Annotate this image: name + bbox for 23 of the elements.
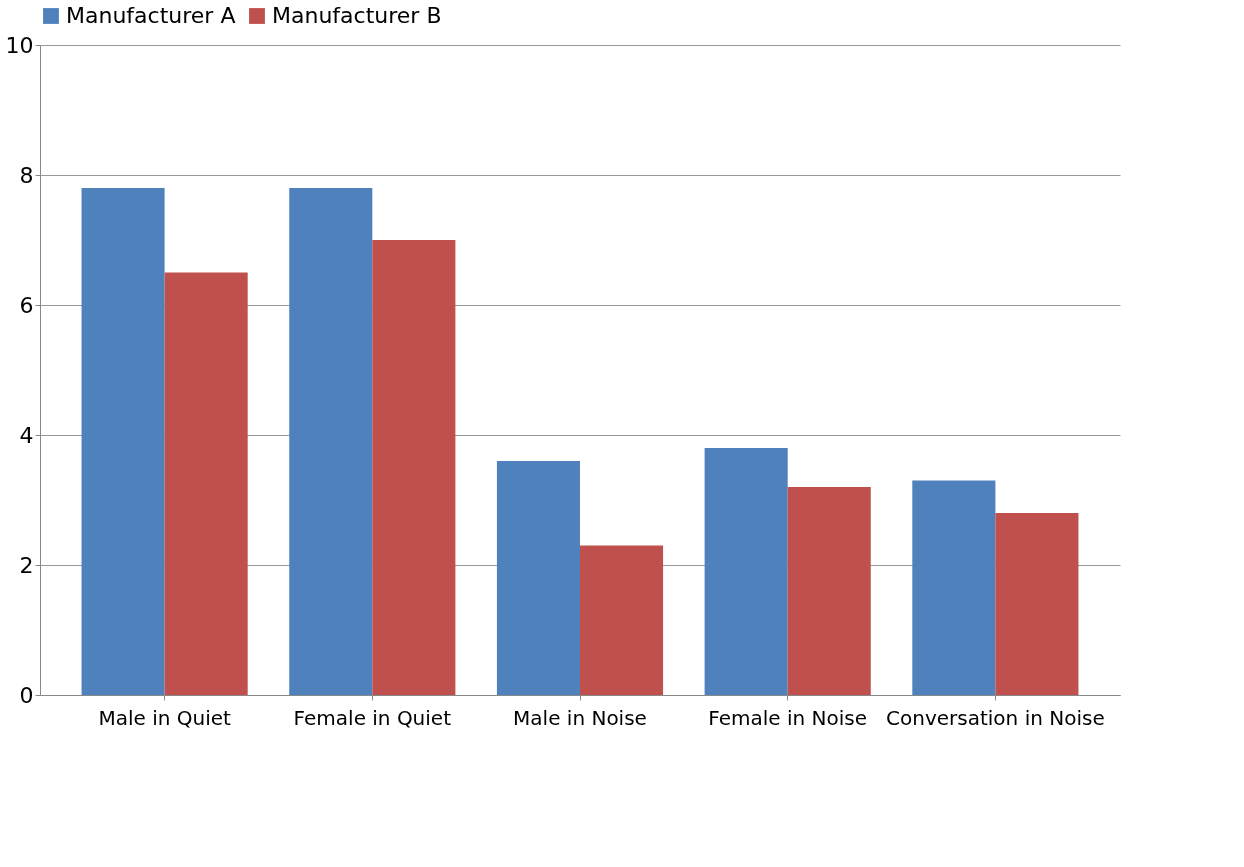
legend-label: Manufacturer A xyxy=(66,3,236,28)
bar xyxy=(81,188,165,695)
legend-label: Manufacturer B xyxy=(272,3,442,28)
bar xyxy=(912,480,996,695)
x-tick-label: Female in Noise xyxy=(708,705,868,730)
y-tick-label: 2 xyxy=(19,552,34,578)
x-tick-label: Conversation in Noise xyxy=(886,705,1105,730)
bar xyxy=(787,487,871,695)
bar xyxy=(496,461,580,695)
bar xyxy=(995,513,1079,695)
y-tick-label: 8 xyxy=(19,162,34,188)
y-tick-label: 6 xyxy=(19,292,34,318)
bar xyxy=(164,272,248,695)
y-tick-label: 4 xyxy=(19,422,34,448)
y-tick-label: 10 xyxy=(5,32,34,58)
x-tick-label: Female in Quiet xyxy=(293,705,452,730)
bar xyxy=(704,448,788,695)
x-tick-label: Male in Quiet xyxy=(98,705,231,730)
bar xyxy=(580,545,664,695)
bar xyxy=(372,240,456,695)
bar xyxy=(289,188,373,695)
x-tick-label: Male in Noise xyxy=(513,705,647,730)
y-tick-label: 0 xyxy=(19,682,34,708)
